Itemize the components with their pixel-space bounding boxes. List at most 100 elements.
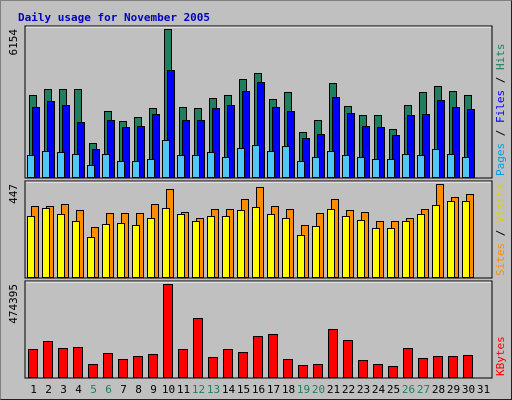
x-label-31: 31 <box>477 383 490 396</box>
bar-sites-2 <box>42 208 50 278</box>
bar-pages-28 <box>432 149 440 178</box>
bar-sites-3 <box>57 214 65 278</box>
bar-kbytes-9 <box>148 354 158 378</box>
bar-pages-19 <box>297 161 305 178</box>
bar-kbytes-27 <box>418 358 428 378</box>
x-label-25: 25 <box>387 383 400 396</box>
bar-pages-7 <box>117 161 125 178</box>
bar-sites-13 <box>207 216 215 278</box>
legend-separator: / <box>494 70 507 90</box>
bar-files-6 <box>107 120 115 178</box>
x-label-27: 27 <box>417 383 430 396</box>
legend-separator: / <box>494 223 507 243</box>
bar-kbytes-5 <box>88 364 98 378</box>
bar-pages-12 <box>192 155 200 178</box>
bar-kbytes-14 <box>223 349 233 378</box>
bar-files-26 <box>407 115 415 178</box>
legend-kbytes: KBytes <box>494 336 507 376</box>
bar-pages-22 <box>342 155 350 178</box>
bar-kbytes-24 <box>373 364 383 378</box>
bar-kbytes-25 <box>388 366 398 378</box>
bar-files-17 <box>272 107 280 178</box>
bar-files-30 <box>467 109 475 178</box>
bar-kbytes-2 <box>43 341 53 378</box>
y-max-label: 474395 <box>7 284 20 324</box>
series-files <box>32 70 475 178</box>
bar-files-14 <box>227 105 235 178</box>
bar-files-16 <box>257 82 265 178</box>
bar-files-1 <box>32 107 40 178</box>
bar-sites-29 <box>447 201 455 278</box>
y-max-label: 6154 <box>7 29 20 56</box>
bar-sites-18 <box>282 218 290 278</box>
bar-kbytes-4 <box>73 347 83 378</box>
legend-item-files: Files <box>494 90 507 123</box>
bar-kbytes-29 <box>448 356 458 378</box>
bar-files-24 <box>377 127 385 178</box>
bar-pages-10 <box>162 140 170 178</box>
bar-pages-11 <box>177 155 185 178</box>
bar-sites-20 <box>312 226 320 278</box>
bar-kbytes-17 <box>268 334 278 378</box>
legend-item-hits: Hits <box>494 44 507 71</box>
legend-item-pages: Pages <box>494 143 507 176</box>
bar-pages-18 <box>282 146 290 178</box>
x-label-7: 7 <box>120 383 127 396</box>
bar-pages-9 <box>147 159 155 178</box>
bar-sites-16 <box>252 207 260 278</box>
legend-item-sites: Sites <box>494 243 507 276</box>
bar-files-28 <box>437 100 445 178</box>
x-label-2: 2 <box>45 383 52 396</box>
legend-item-visits: Visits <box>494 183 507 223</box>
bar-kbytes-10 <box>163 284 173 378</box>
bar-sites-4 <box>72 221 80 278</box>
bar-pages-23 <box>357 157 365 178</box>
bar-kbytes-21 <box>328 329 338 378</box>
x-label-4: 4 <box>75 383 82 396</box>
bar-files-20 <box>317 134 325 178</box>
bar-sites-12 <box>192 221 200 278</box>
x-label-17: 17 <box>267 383 280 396</box>
bar-pages-25 <box>387 159 395 178</box>
x-label-5: 5 <box>90 383 97 396</box>
legend-hits-files-pages: Pages / Files / Hits <box>494 44 507 177</box>
bar-sites-23 <box>357 220 365 278</box>
bar-files-8 <box>137 126 145 178</box>
bar-kbytes-30 <box>463 355 473 378</box>
bar-sites-7 <box>117 223 125 278</box>
bar-files-29 <box>452 107 460 178</box>
x-label-16: 16 <box>252 383 265 396</box>
bar-files-5 <box>92 149 100 178</box>
bar-sites-28 <box>432 205 440 278</box>
legend-separator: / <box>494 123 507 143</box>
bar-files-22 <box>347 113 355 178</box>
bar-kbytes-19 <box>298 365 308 378</box>
bar-sites-10 <box>162 208 170 278</box>
bar-sites-24 <box>372 228 380 278</box>
bar-kbytes-15 <box>238 352 248 378</box>
bar-pages-15 <box>237 148 245 178</box>
bar-files-23 <box>362 126 370 178</box>
chart-panels: 6154 Pages / Files / Hits 447 Sites / Visit… <box>7 25 507 379</box>
x-label-18: 18 <box>282 383 295 396</box>
bar-kbytes-1 <box>28 349 38 378</box>
bar-files-4 <box>77 122 85 178</box>
series-sites <box>27 201 470 278</box>
bar-pages-20 <box>312 157 320 178</box>
x-label-10: 10 <box>162 383 175 396</box>
bar-files-7 <box>122 127 130 178</box>
bar-sites-11 <box>177 214 185 278</box>
series-kbytes <box>28 284 473 378</box>
bar-pages-14 <box>222 157 230 178</box>
panel-visits-sites: 447 Sites / Visits <box>7 180 507 279</box>
x-label-1: 1 <box>30 383 37 396</box>
legend-item-kbytes: KBytes <box>494 336 507 376</box>
bar-sites-19 <box>297 235 305 278</box>
panel-hits-files-pages: 6154 Pages / Files / Hits <box>7 25 507 179</box>
bar-files-15 <box>242 91 250 178</box>
x-label-13: 13 <box>207 383 220 396</box>
bar-files-2 <box>47 101 55 178</box>
bar-sites-1 <box>27 216 35 278</box>
bar-pages-5 <box>87 165 95 178</box>
